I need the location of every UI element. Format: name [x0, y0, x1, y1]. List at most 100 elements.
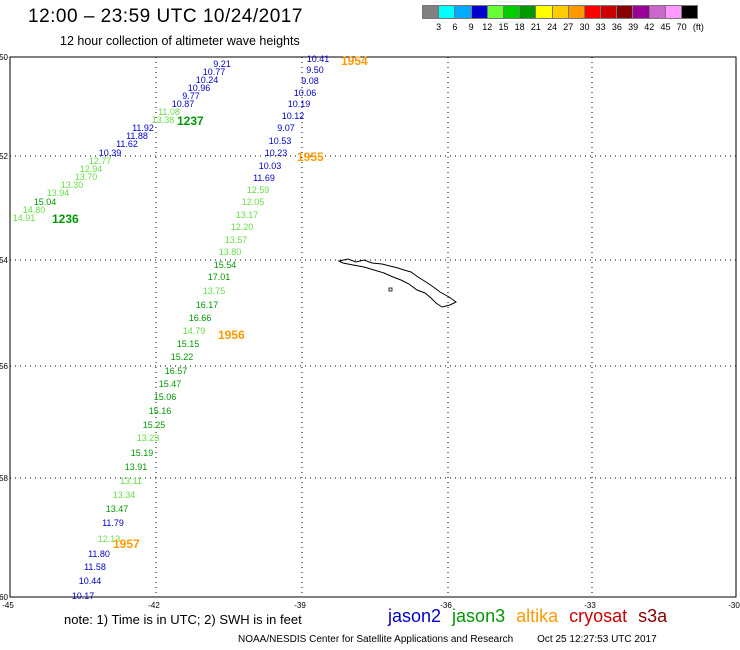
swh-value: 12.77: [89, 156, 112, 166]
swh-value: 14.91: [13, 213, 36, 223]
track-time-label: 1956: [218, 328, 245, 342]
swh-value: 12.20: [231, 222, 254, 232]
lat-label: -50: [0, 53, 9, 62]
credit-text: NOAA/NESDIS Center for Satellite Applica…: [238, 634, 514, 645]
swh-value: 12.94: [80, 164, 103, 174]
legend-label: 15: [498, 22, 509, 32]
swh-value: 11.92: [132, 123, 154, 133]
swh-value: 13.17: [236, 210, 259, 220]
swh-value: 14.79: [183, 326, 206, 336]
legend-label: 70: [676, 22, 687, 32]
swh-value: 10.41: [307, 54, 330, 64]
swh-value: 10.77: [203, 67, 226, 77]
swh-value: 11.80: [88, 549, 110, 559]
timestamp-text: Oct 25 12:27:53 UTC 2017: [537, 634, 657, 645]
swh-value: 9.07: [277, 123, 295, 133]
swh-value: 9.21: [213, 59, 231, 69]
swh-value: 13.94: [47, 188, 70, 198]
swh-value: 10.17: [72, 591, 95, 601]
islet: [388, 287, 393, 292]
legend-label: 36: [611, 22, 622, 32]
footer-credit: NOAA/NESDIS Center for Satellite Applica…: [238, 634, 681, 645]
swh-value: 10.06: [294, 88, 317, 98]
legend-label: 18: [514, 22, 525, 32]
legend-label: 45: [660, 22, 671, 32]
swh-value: 10.19: [288, 99, 311, 109]
swh-value: 13.80: [219, 247, 242, 257]
legend-label: 6: [452, 22, 458, 32]
legend-label: 24: [547, 22, 558, 32]
chart-subtitle: 12 hour collection of altimeter wave hei…: [60, 34, 300, 48]
legend-label: 12: [482, 22, 493, 32]
legend-label: 33: [595, 22, 606, 32]
swh-value: 13.47: [106, 504, 129, 514]
lon-label: -30: [728, 601, 740, 610]
swh-value: 13.75: [203, 286, 226, 296]
color-scale-legend: 3 6 9 12 15 18 21 24 27 30 33 36 39 42 45 70 (ft): [422, 5, 740, 32]
swh-value: 15.25: [143, 420, 166, 430]
swh-value: 11.08: [158, 107, 180, 117]
south-georgia-island: [337, 258, 457, 308]
lat-label: -58: [0, 474, 9, 483]
track-time-label: 1957: [113, 537, 140, 551]
track-time-label: 1236: [52, 212, 79, 226]
swh-value: 13.23: [137, 433, 160, 443]
swh-value: 10.96: [188, 83, 211, 93]
map-frame: [9, 56, 737, 598]
satellite-legend: jason2 jason3 altika cryosat s3a: [388, 606, 678, 627]
swh-value: 14.80: [23, 205, 46, 215]
satellite-jason2: jason2: [388, 606, 442, 626]
swh-value: 13.38: [152, 115, 175, 125]
satellite-cryosat: cryosat: [569, 606, 628, 626]
legend-label: 39: [628, 22, 639, 32]
lon-label: -36: [440, 601, 452, 610]
swh-value: 15.47: [159, 379, 182, 389]
satellite-altika: altika: [516, 606, 559, 626]
lat-label: -52: [0, 152, 9, 161]
swh-value: 15.06: [154, 392, 177, 402]
swh-value: 13.91: [125, 462, 148, 472]
legend-label: 9: [468, 22, 474, 32]
swh-value: 16.66: [189, 313, 212, 323]
swh-value: 10.87: [172, 99, 195, 109]
swh-value: 9.77: [182, 91, 200, 101]
swh-value: 15.19: [131, 448, 154, 458]
swh-value: 15.22: [171, 352, 194, 362]
swh-value: 10.24: [196, 75, 219, 85]
legend-unit: (ft): [692, 22, 704, 32]
swh-value: 13.34: [113, 490, 136, 500]
swh-value: 13.30: [61, 180, 84, 190]
legend-label: 27: [563, 22, 574, 32]
lon-label: -45: [2, 601, 14, 610]
swh-value: 11.62: [116, 139, 138, 149]
swh-value: 13.70: [75, 172, 98, 182]
lon-label: -33: [584, 601, 596, 610]
swh-value: 12.59: [247, 185, 270, 195]
chart-title: 12:00 – 23:59 UTC 10/24/2017: [28, 6, 303, 27]
swh-value: 10.44: [79, 576, 102, 586]
swh-value: 12.05: [242, 197, 265, 207]
lat-label: -56: [0, 362, 9, 371]
lon-label: -42: [148, 601, 160, 610]
swh-value: 15.16: [149, 406, 172, 416]
legend-label: 3: [436, 22, 442, 32]
lon-label: -39: [294, 601, 306, 610]
swh-value: 9.08: [301, 76, 319, 86]
legend-label: 42: [644, 22, 655, 32]
track-time-label: 1955: [297, 150, 324, 164]
legend-labels: 3 6 9 12 15 18 21 24 27 30 33 36 39 42 45 70 (ft): [422, 19, 740, 32]
swh-value: 16.17: [196, 300, 219, 310]
track-time-label: 1237: [177, 114, 204, 128]
note-text: note: 1) Time is in UTC; 2) SWH is in fe…: [64, 612, 302, 627]
swh-value: 15.04: [34, 197, 57, 207]
swh-value: 10.12: [282, 111, 305, 121]
swh-value: 11.69: [253, 173, 275, 183]
legend-label: 30: [579, 22, 590, 32]
swh-value: 15.15: [177, 339, 200, 349]
satellite-s3a: s3a: [638, 606, 668, 626]
track-time-label: 1954: [341, 54, 368, 68]
satellite-jason3: jason3: [452, 606, 506, 626]
swh-value: 10.39: [99, 148, 122, 158]
swh-value: 16.57: [165, 366, 188, 376]
